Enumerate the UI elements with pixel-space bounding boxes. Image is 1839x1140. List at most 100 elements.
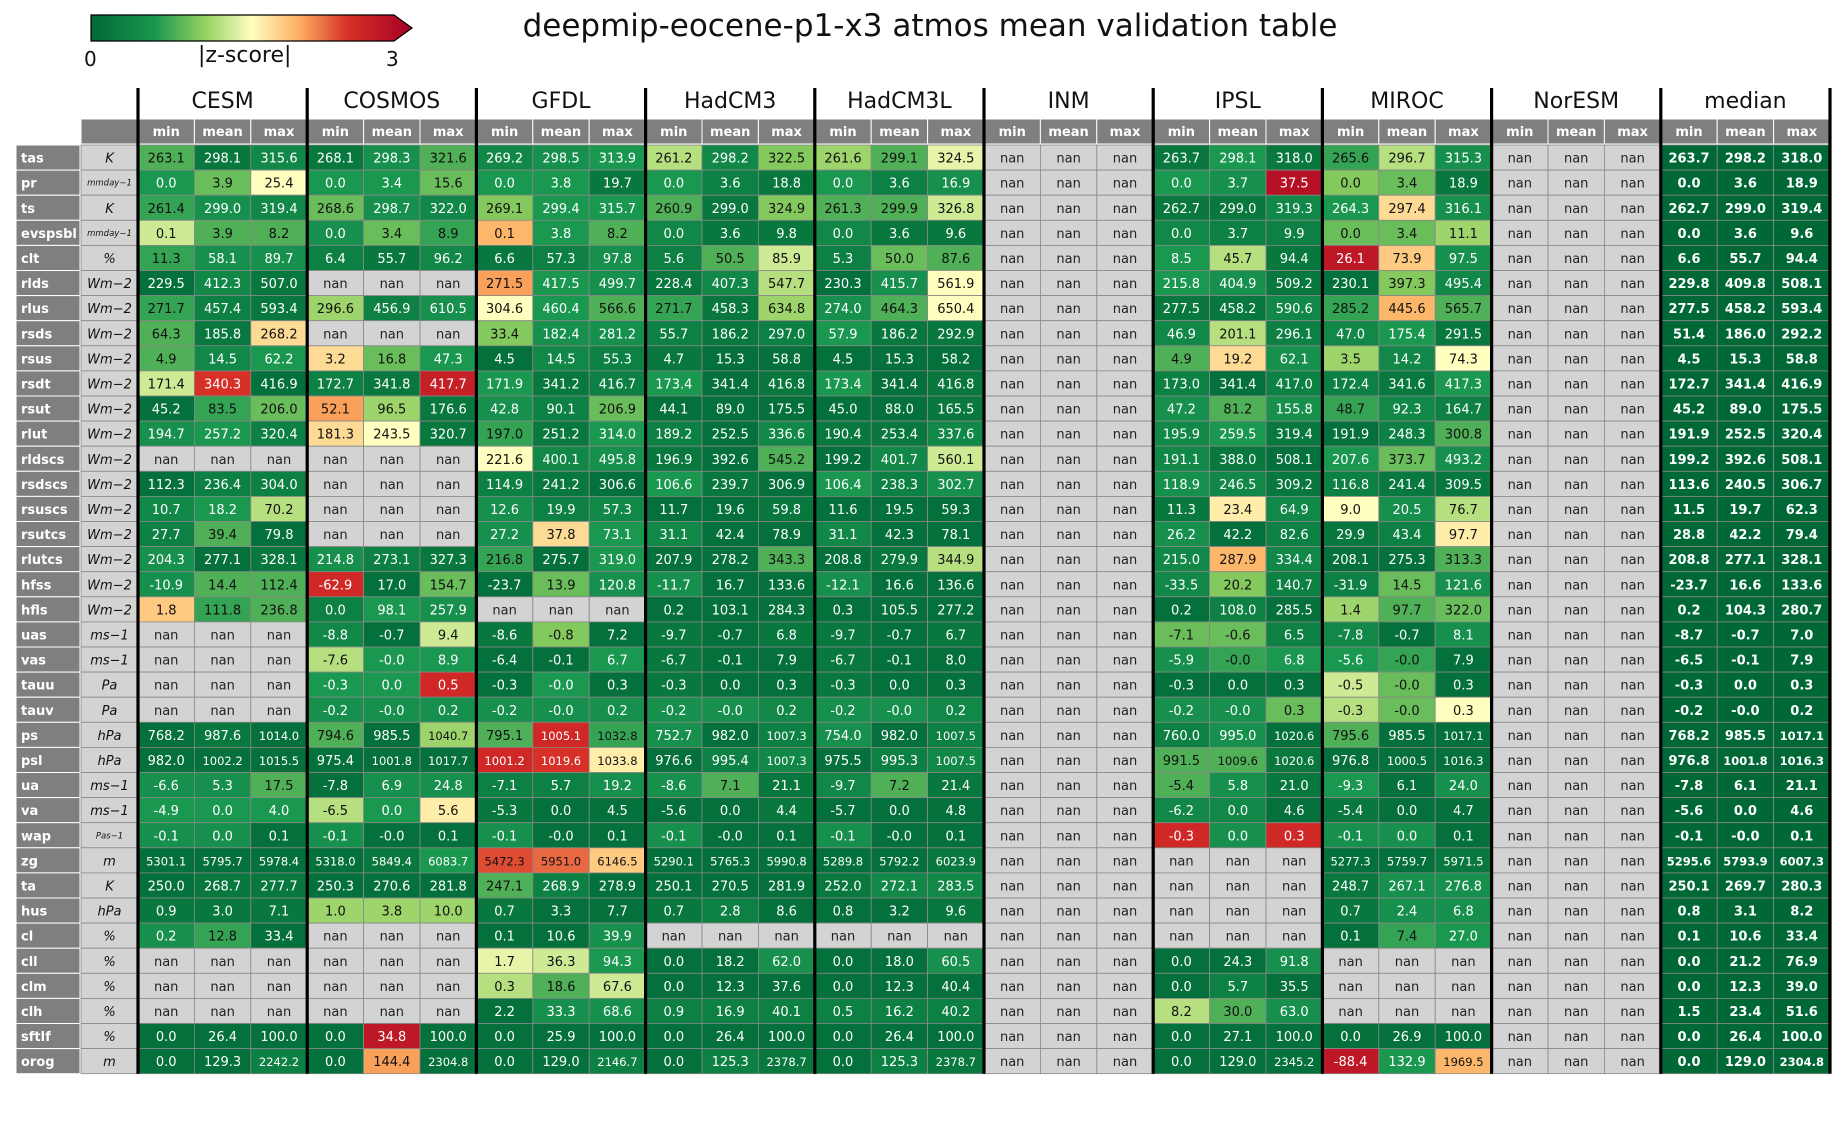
data-value: 89.0: [716, 403, 745, 418]
data-cell: [363, 270, 421, 297]
stat-header-label: max: [771, 125, 802, 140]
colorbar-min-label: 0: [84, 47, 97, 71]
data-value: 392.6: [1725, 453, 1766, 468]
data-value: nan: [1508, 704, 1532, 719]
data-value: 0.1: [776, 829, 797, 844]
data-value: 18.6: [547, 980, 576, 995]
data-value: -0.1: [1731, 654, 1759, 669]
data-value: nan: [1395, 980, 1419, 995]
data-value: 320.4: [1781, 428, 1822, 443]
data-value: 280.3: [1781, 879, 1822, 894]
data-value: nan: [1056, 829, 1080, 844]
data-value: 173.0: [1163, 377, 1200, 392]
data-value: nan: [1056, 654, 1080, 669]
data-value: 228.4: [655, 277, 692, 292]
data-cell: [1547, 270, 1605, 297]
data-value: 754.0: [824, 729, 861, 744]
data-value: 48.7: [1336, 403, 1365, 418]
data-value: nan: [1620, 829, 1644, 844]
variable-cell: [15, 169, 81, 196]
data-cell: [870, 546, 929, 573]
data-value: nan: [1113, 603, 1137, 618]
variable-label: rlds: [21, 277, 49, 292]
data-value: 297.0: [768, 327, 805, 342]
data-value: 593.4: [260, 302, 297, 317]
data-value: nan: [1564, 1055, 1588, 1070]
data-value: 302.7: [937, 478, 974, 493]
data-value: 0.2: [1677, 603, 1700, 618]
data-value: 3.4: [1397, 227, 1418, 242]
data-value: 55.7: [659, 327, 688, 342]
data-value: 284.3: [768, 603, 805, 618]
data-value: 91.8: [1280, 955, 1309, 970]
data-value: 2304.8: [1780, 1055, 1824, 1069]
data-value: 199.2: [824, 453, 861, 468]
data-value: 975.4: [317, 754, 354, 769]
data-cell: [1716, 169, 1774, 196]
data-value: 50.0: [885, 252, 914, 267]
data-cell: [1265, 521, 1323, 548]
data-value: 100.0: [430, 1030, 467, 1045]
data-value: 0.0: [1734, 679, 1757, 694]
data-cell: [1773, 345, 1831, 372]
variable-label: rsutcs: [21, 528, 66, 543]
data-value: -8.6: [661, 779, 686, 794]
data-value: 299.0: [1219, 202, 1256, 217]
unit-cell: [80, 320, 139, 347]
data-value: 274.0: [824, 302, 861, 317]
data-cell: [758, 495, 816, 522]
data-value: 25.9: [547, 1030, 576, 1045]
data-value: nan: [1113, 277, 1137, 292]
data-value: 991.5: [1163, 754, 1200, 769]
data-cell: [758, 445, 816, 472]
data-value: 47.0: [1336, 327, 1365, 342]
data-value: nan: [1620, 403, 1644, 418]
data-value: 7.4: [1397, 930, 1418, 945]
model-header: median: [1704, 89, 1786, 114]
unit-label: Wm−2: [87, 578, 132, 593]
data-value: 4.5: [1677, 352, 1700, 367]
variable-cell: [15, 470, 81, 497]
data-value: 341.6: [1388, 377, 1425, 392]
data-value: 140.7: [1276, 578, 1313, 593]
stat-header-label: min: [491, 125, 518, 140]
data-cell: [306, 144, 365, 171]
data-value: 26.9: [1393, 1030, 1422, 1045]
data-value: 768.2: [1668, 729, 1709, 744]
data-value: nan: [1000, 327, 1024, 342]
data-cell: [1152, 144, 1210, 171]
unit-label: ms−1: [90, 779, 129, 794]
data-value: 94.4: [1786, 252, 1818, 267]
data-value: 9.9: [1284, 227, 1305, 242]
data-cell: [1434, 270, 1492, 297]
data-cell: [1209, 270, 1267, 297]
data-value: 313.9: [599, 152, 636, 167]
data-value: 11.3: [152, 252, 181, 267]
data-value: nan: [1056, 252, 1080, 267]
data-value: 104.3: [1725, 603, 1766, 618]
stat-header-label: mean: [1725, 125, 1765, 140]
data-value: 189.2: [655, 428, 692, 443]
data-value: 17.5: [265, 779, 294, 794]
data-cell: [1209, 395, 1267, 422]
data-value: nan: [1056, 152, 1080, 167]
data-value: 59.3: [941, 503, 970, 518]
data-cell: [701, 169, 759, 196]
stat-header-cell: [137, 118, 195, 145]
data-cell: [419, 169, 477, 196]
data-value: nan: [887, 930, 911, 945]
data-value: 6.6: [494, 252, 515, 267]
data-value: 280.7: [1781, 603, 1822, 618]
data-value: nan: [1620, 1005, 1644, 1020]
stat-header-cell: [701, 118, 759, 145]
data-cell: [1604, 370, 1662, 397]
data-cell: [1716, 144, 1774, 171]
data-value: nan: [1564, 704, 1588, 719]
data-value: nan: [1000, 377, 1024, 392]
data-value: 0.0: [1677, 980, 1700, 995]
data-value: nan: [154, 628, 178, 643]
data-value: 24.8: [434, 779, 463, 794]
data-value: nan: [1056, 227, 1080, 242]
data-value: nan: [1000, 152, 1024, 167]
data-value: nan: [1056, 1030, 1080, 1045]
